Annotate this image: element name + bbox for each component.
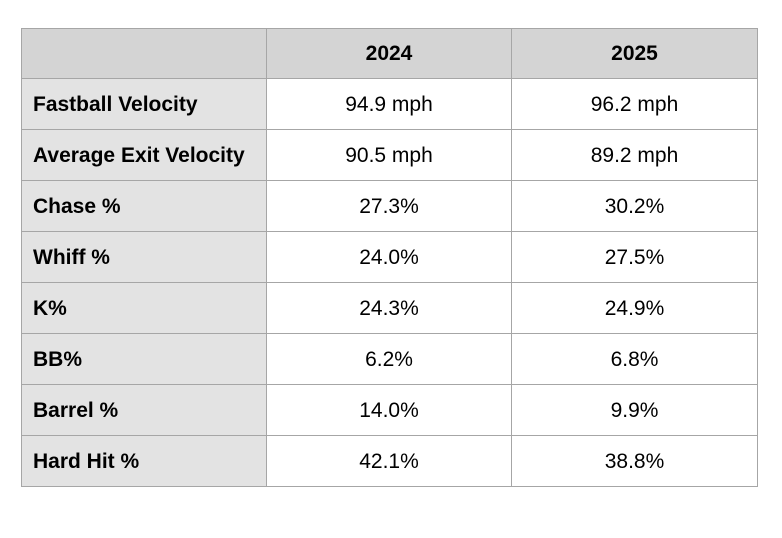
table-row: BB% 6.2% 6.8% xyxy=(21,333,758,385)
value-cell: 94.9 mph xyxy=(266,78,512,130)
value-cell: 9.9% xyxy=(511,384,758,436)
value-cell: 96.2 mph xyxy=(511,78,758,130)
table-row: K% 24.3% 24.9% xyxy=(21,282,758,334)
table-row: Average Exit Velocity 90.5 mph 89.2 mph xyxy=(21,129,758,181)
row-label: Barrel % xyxy=(21,384,267,436)
value-cell: 38.8% xyxy=(511,435,758,487)
value-cell: 24.3% xyxy=(266,282,512,334)
row-label: Hard Hit % xyxy=(21,435,267,487)
value-cell: 30.2% xyxy=(511,180,758,232)
stats-table: 2024 2025 Fastball Velocity 94.9 mph 96.2 m… xyxy=(21,28,758,487)
column-header: 2025 xyxy=(511,28,758,79)
value-cell: 27.5% xyxy=(511,231,758,283)
table-row: Fastball Velocity 94.9 mph 96.2 mph xyxy=(21,78,758,130)
value-cell: 27.3% xyxy=(266,180,512,232)
table-row: Chase % 27.3% 30.2% xyxy=(21,180,758,232)
row-label: Average Exit Velocity xyxy=(21,129,267,181)
value-cell: 90.5 mph xyxy=(266,129,512,181)
value-cell: 42.1% xyxy=(266,435,512,487)
value-cell: 24.0% xyxy=(266,231,512,283)
column-header: 2024 xyxy=(266,28,512,79)
table-row: Barrel % 14.0% 9.9% xyxy=(21,384,758,436)
row-label: K% xyxy=(21,282,267,334)
row-label: BB% xyxy=(21,333,267,385)
table-body: Fastball Velocity 94.9 mph 96.2 mph Average… xyxy=(21,78,758,487)
value-cell: 6.2% xyxy=(266,333,512,385)
row-label: Whiff % xyxy=(21,231,267,283)
table-row: Hard Hit % 42.1% 38.8% xyxy=(21,435,758,487)
value-cell: 6.8% xyxy=(511,333,758,385)
value-cell: 89.2 mph xyxy=(511,129,758,181)
value-cell: 24.9% xyxy=(511,282,758,334)
table-row: Whiff % 24.0% 27.5% xyxy=(21,231,758,283)
value-cell: 14.0% xyxy=(266,384,512,436)
row-label: Fastball Velocity xyxy=(21,78,267,130)
row-label: Chase % xyxy=(21,180,267,232)
header-row: 2024 2025 xyxy=(21,28,758,79)
corner-cell xyxy=(21,28,267,79)
